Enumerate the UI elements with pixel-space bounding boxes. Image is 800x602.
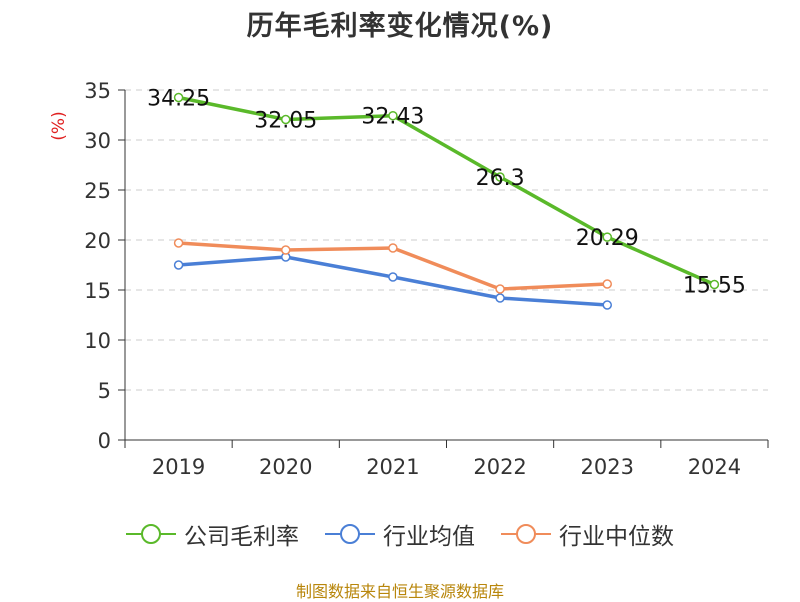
series-0 xyxy=(173,92,720,290)
y-tick-label: 5 xyxy=(98,379,111,403)
chart-title: 历年毛利率变化情况(%) xyxy=(246,11,554,42)
data-point-1-2019 xyxy=(173,260,184,270)
legend-label-industry-median: 行业中位数 xyxy=(559,524,674,550)
data-label-2023: 20.29 xyxy=(576,226,639,251)
data-point-0-2022 xyxy=(495,172,505,182)
data-label-2020: 32.05 xyxy=(254,109,317,134)
y-tick-label: 15 xyxy=(84,279,111,303)
legend-item-industry-mean[interactable]: 行业均值 xyxy=(325,517,475,551)
legend-item-industry-median[interactable]: 行业中位数 xyxy=(501,517,674,551)
data-point-0-2024 xyxy=(709,279,720,290)
source-note: 制图数据来自恒生聚源数据库 xyxy=(295,582,504,601)
legend-swatch-industry-mean xyxy=(325,524,375,544)
data-point-2-2023 xyxy=(602,279,612,289)
data-point-1-2022 xyxy=(495,293,505,303)
y-tick-label: 25 xyxy=(84,179,111,203)
series-line-0 xyxy=(178,95,716,287)
data-label-2022: 26.3 xyxy=(476,166,525,191)
data-label-2021: 32.43 xyxy=(361,105,424,130)
series-lines xyxy=(173,92,720,310)
data-point-2-2021 xyxy=(388,243,398,253)
y-tick-label: 20 xyxy=(84,229,111,253)
x-tick-label-2022: 2022 xyxy=(473,455,526,479)
data-point-0-2019 xyxy=(173,92,184,103)
data-point-2-2022 xyxy=(495,284,505,294)
data-point-1-2023 xyxy=(602,300,612,310)
y-tick-label: 10 xyxy=(84,329,111,353)
data-point-0-2021 xyxy=(388,110,398,121)
data-point-0-2020 xyxy=(281,114,291,125)
legend: 公司毛利率 行业均值 行业中位数 xyxy=(0,517,800,551)
series-1 xyxy=(173,252,612,310)
x-tick-label-2020: 2020 xyxy=(259,455,312,479)
data-point-2-2019 xyxy=(173,238,184,248)
series-2 xyxy=(173,238,612,294)
gridlines xyxy=(125,89,768,391)
axes: 0 5 10 15 20 25 30 35 2019 2020 2021 2022 2023 2024 xyxy=(84,79,769,479)
legend-label-company: 公司毛利率 xyxy=(184,524,299,550)
x-tick-label-2023: 2023 xyxy=(581,455,634,479)
x-tick-label-2024: 2024 xyxy=(688,455,741,479)
data-point-0-2023 xyxy=(602,232,612,242)
legend-swatch-company xyxy=(126,524,176,544)
data-label-2019: 34.25 xyxy=(147,87,210,112)
data-labels: 34.25 32.05 32.43 26.3 20.29 15.55 xyxy=(147,87,746,299)
legend-item-company[interactable]: 公司毛利率 xyxy=(126,517,299,551)
x-tick-label-2021: 2021 xyxy=(366,455,419,479)
y-axis-label: (%) xyxy=(49,111,69,140)
y-tick-label: 0 xyxy=(98,429,111,453)
legend-swatch-industry-median xyxy=(501,524,551,544)
x-tick-label-2019: 2019 xyxy=(152,455,205,479)
y-tick-label: 30 xyxy=(84,129,111,153)
y-tick-label: 35 xyxy=(84,79,111,103)
data-label-2024: 15.55 xyxy=(683,274,746,299)
data-point-1-2021 xyxy=(388,272,398,282)
data-point-2-2020 xyxy=(281,245,291,255)
legend-label-industry-mean: 行业均值 xyxy=(383,524,475,550)
